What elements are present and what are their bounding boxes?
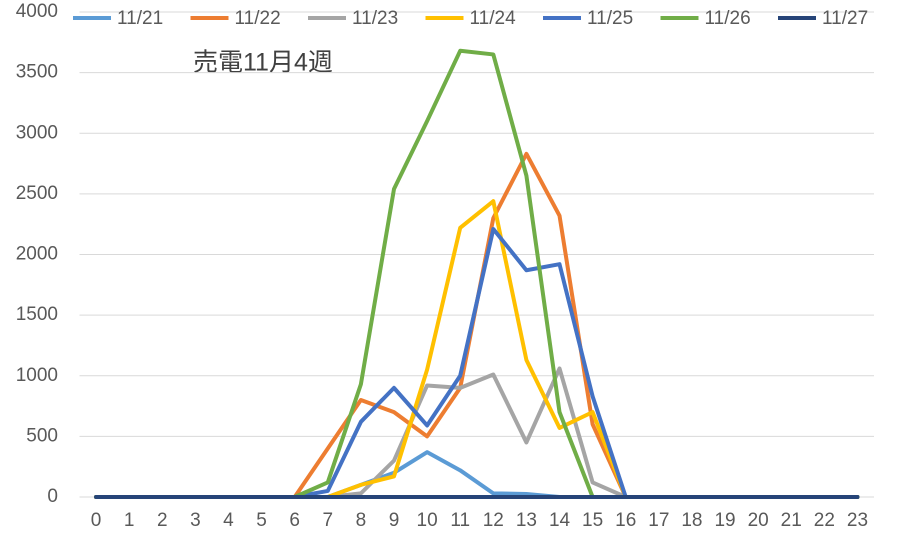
y-tick-label: 4000 <box>16 1 58 22</box>
y-tick-label: 0 <box>47 486 58 507</box>
series-line <box>94 151 860 499</box>
x-tick-label: 5 <box>256 510 267 531</box>
series-line <box>94 48 860 499</box>
x-tick-label: 3 <box>190 510 201 531</box>
x-tick-label: 11 <box>450 510 470 531</box>
legend-label: 11/26 <box>705 8 751 29</box>
x-tick-label: 19 <box>714 510 735 531</box>
x-tick-label: 17 <box>648 510 669 531</box>
y-tick-label: 3000 <box>16 122 58 143</box>
x-tick-label: 23 <box>847 510 868 531</box>
legend-label: 11/23 <box>352 8 398 29</box>
legend-label: 11/25 <box>587 8 633 29</box>
y-tick-label: 500 <box>26 425 58 446</box>
y-tick-label: 2500 <box>16 183 58 204</box>
legend-label: 11/21 <box>117 8 163 29</box>
y-tick-label: 3500 <box>16 62 58 83</box>
x-tick-label: 1 <box>124 510 135 531</box>
x-tick-label: 20 <box>748 510 769 531</box>
x-tick-label: 22 <box>814 510 835 531</box>
x-tick-label: 10 <box>417 510 438 531</box>
x-tick-label: 6 <box>289 510 300 531</box>
x-tick-label: 14 <box>549 510 571 531</box>
x-tick-label: 13 <box>516 510 537 531</box>
x-tick-label: 7 <box>322 510 333 531</box>
x-tick-label: 0 <box>91 510 102 531</box>
x-tick-label: 18 <box>681 510 702 531</box>
x-tick-label: 9 <box>389 510 400 531</box>
series-line <box>94 227 860 499</box>
series-line <box>94 366 860 499</box>
chart-title: 売電11月4週 <box>193 49 333 77</box>
x-tick-label: 12 <box>483 510 504 531</box>
x-tick-label: 4 <box>223 510 234 531</box>
series-line <box>94 199 860 499</box>
y-tick-label: 1000 <box>16 365 58 386</box>
x-tick-label: 21 <box>781 510 802 531</box>
legend-label: 11/24 <box>470 8 517 29</box>
x-tick-label: 8 <box>356 510 367 531</box>
legend-label: 11/22 <box>235 8 281 29</box>
x-tick-label: 16 <box>615 510 636 531</box>
series-line <box>94 450 860 499</box>
x-tick-label: 15 <box>582 510 603 531</box>
x-tick-label: 2 <box>157 510 168 531</box>
y-tick-label: 1500 <box>16 304 58 325</box>
legend-label: 11/27 <box>822 8 868 29</box>
y-tick-label: 2000 <box>16 244 58 265</box>
